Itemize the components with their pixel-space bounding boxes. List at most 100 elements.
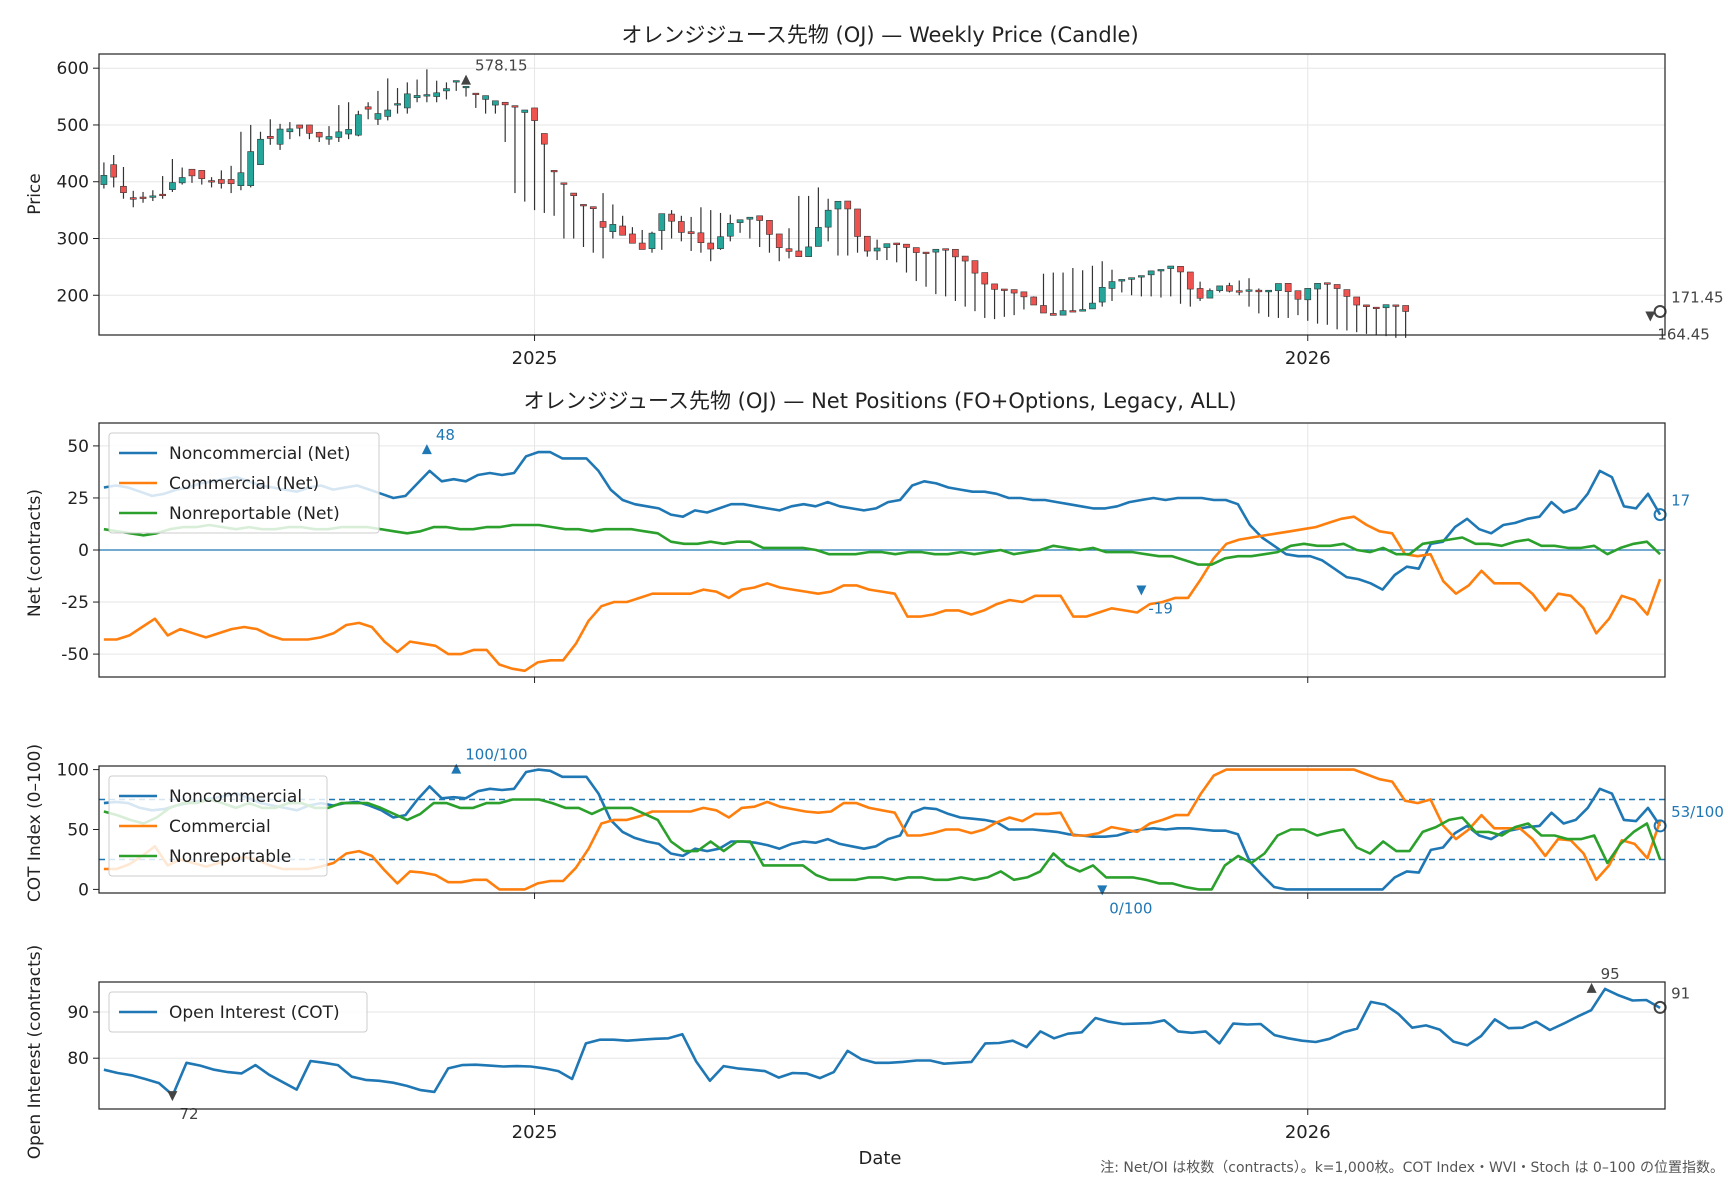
- max-label: 100/100: [465, 746, 527, 764]
- candle-up: [178, 177, 186, 184]
- candle-down: [580, 204, 587, 207]
- candle-down: [1069, 310, 1077, 313]
- candle-up: [1089, 302, 1096, 310]
- candle-down: [1049, 313, 1057, 316]
- candle-up: [805, 246, 812, 257]
- candle-down: [159, 193, 166, 197]
- candle-down: [1363, 304, 1370, 307]
- candle-down: [629, 233, 636, 244]
- candle-down: [687, 231, 695, 234]
- candle-down: [296, 124, 303, 129]
- footnote: 注: Net/OI は枚数（contracts）。k=1,000枚。COT In…: [1100, 1160, 1724, 1176]
- candle-up: [247, 151, 255, 187]
- candle-up: [423, 94, 431, 97]
- last-label: 17: [1671, 492, 1690, 510]
- candle-down: [1226, 285, 1233, 292]
- candle-up: [452, 80, 460, 83]
- last-marker: [1653, 819, 1667, 833]
- y-tick-label: 200: [57, 286, 89, 306]
- candle-up: [276, 128, 284, 145]
- legend: Open Interest (COT): [108, 991, 368, 1033]
- candle-down: [364, 106, 372, 110]
- net-y-axis-label: Net (contracts): [25, 489, 45, 617]
- y-tick-label: -25: [61, 593, 89, 613]
- candle-down: [971, 260, 979, 274]
- y-tick-label: 25: [67, 489, 89, 509]
- candle-down: [1177, 266, 1184, 273]
- candle-down: [795, 250, 803, 257]
- candle-up: [658, 213, 666, 231]
- y-tick-label: 90: [67, 1003, 89, 1023]
- candle-down: [756, 215, 763, 221]
- legend-label: Nonreportable (Net): [169, 504, 340, 524]
- legend-label: Noncommercial: [169, 787, 302, 807]
- candle-down: [863, 235, 871, 252]
- candle-up: [1118, 279, 1126, 282]
- candle-down: [1020, 291, 1028, 298]
- candle-down: [1040, 305, 1047, 314]
- candle-down: [619, 225, 626, 236]
- candle-down: [1372, 306, 1380, 309]
- candle-down: [511, 105, 519, 108]
- candle-down: [785, 248, 793, 252]
- candle-down: [315, 132, 323, 138]
- candle-up: [169, 182, 176, 190]
- x-tick-label: 2026: [1285, 1122, 1331, 1143]
- candle-up: [1216, 285, 1224, 292]
- candle-up: [1138, 275, 1145, 278]
- price-chart-title: オレンジジュース先物 (OJ) — Weekly Price (Candle): [621, 23, 1138, 47]
- y-tick-label: 400: [57, 173, 89, 193]
- y-tick-label: -50: [61, 645, 89, 665]
- candle-down: [922, 251, 930, 254]
- legend-box: [108, 775, 328, 877]
- x-tick-label: 2026: [1285, 348, 1331, 369]
- candle-down: [120, 185, 127, 193]
- candle-up: [815, 227, 822, 247]
- candle-down: [981, 272, 989, 285]
- net-chart-title: オレンジジュース先物 (OJ) — Net Positions (FO+Opti…: [523, 389, 1236, 413]
- series-line: [103, 987, 1661, 1097]
- series-line: [103, 798, 1662, 891]
- candle-up: [1108, 281, 1116, 289]
- candle-down: [961, 255, 969, 262]
- candle-down: [1010, 289, 1018, 294]
- candle-down: [903, 243, 910, 248]
- x-tick-label: 2025: [512, 348, 558, 369]
- candle-down: [1255, 289, 1263, 293]
- y-tick-label: 100: [57, 761, 89, 781]
- price-plot-area: 200 300 400 500 600 2025 2026 578.15 171.45 164.4…: [57, 53, 1724, 369]
- y-tick-label: 0: [78, 880, 89, 900]
- candle-down: [531, 107, 538, 121]
- last-marker: [1653, 508, 1667, 522]
- candle-down: [1001, 288, 1008, 291]
- max-label: 48: [436, 426, 455, 444]
- y-tick-label: 50: [67, 437, 89, 457]
- candle-up: [1314, 283, 1321, 290]
- candle-up: [1157, 269, 1165, 272]
- candle-up: [1206, 290, 1214, 299]
- candle-down: [1402, 305, 1409, 312]
- legend-label: Commercial (Net): [169, 474, 319, 494]
- last-label: 91: [1671, 984, 1690, 1002]
- candle-up: [355, 114, 362, 136]
- candle-up: [433, 92, 441, 97]
- candle-up: [726, 222, 734, 237]
- cot-y-axis-label: COT Index (0–100): [25, 744, 45, 902]
- candle-up: [325, 136, 333, 140]
- candle-down: [893, 242, 901, 246]
- candle-down: [707, 242, 715, 250]
- legend-label: Noncommercial (Net): [169, 444, 351, 464]
- candle-down: [668, 213, 675, 222]
- plot-frame: [98, 981, 1666, 1110]
- series-line: [103, 768, 1662, 891]
- plot-frame: [98, 422, 1666, 678]
- legend-label: Nonreportable: [169, 847, 291, 867]
- min-marker: [167, 1091, 178, 1102]
- series-line: [103, 515, 1662, 673]
- candle-down: [766, 220, 773, 235]
- candle-up: [1059, 310, 1067, 316]
- candle-down: [1196, 288, 1204, 299]
- candle-down: [1030, 296, 1038, 306]
